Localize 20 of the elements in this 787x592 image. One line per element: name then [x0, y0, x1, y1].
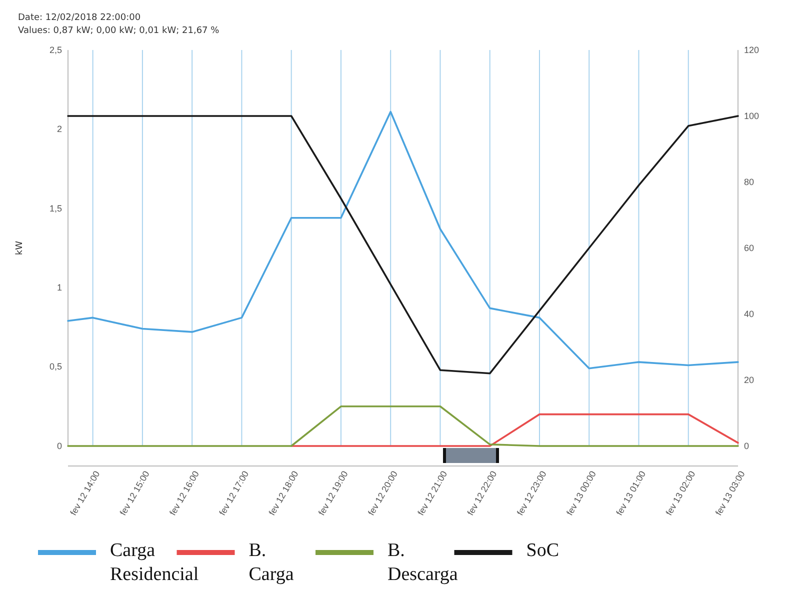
legend-label: B. Descarga	[388, 540, 458, 585]
legend-label: SoC	[526, 540, 559, 561]
legend-label: Carga Residencial	[110, 540, 199, 585]
y-tick-label: 2,5	[49, 44, 62, 55]
text: Date: 12/02/2018 22:00:00	[18, 13, 141, 23]
y2-tick-label: 60	[744, 242, 754, 253]
y2-tick-label: 100	[744, 110, 760, 121]
y-tick-label: 1	[56, 282, 62, 292]
y-tick-label: 0,5	[49, 362, 62, 372]
y2-tick-label: 20	[744, 374, 754, 385]
y-axis-title: kW	[15, 240, 25, 256]
y2-tick-label: 80	[744, 176, 754, 187]
y2-tick-label: 120	[744, 44, 760, 55]
text: Values: 0,87 kW; 0,00 kW; 0,01 kW; 21,67 %	[18, 26, 220, 36]
legend-label: B. Carga	[248, 540, 294, 585]
y2-tick-label: 40	[744, 308, 754, 319]
y2-tick-label: 0	[744, 440, 750, 451]
y-tick-label: 0	[56, 440, 62, 451]
y-tick-label: 1,5	[49, 203, 62, 214]
y-tick-label: 2	[56, 124, 62, 134]
